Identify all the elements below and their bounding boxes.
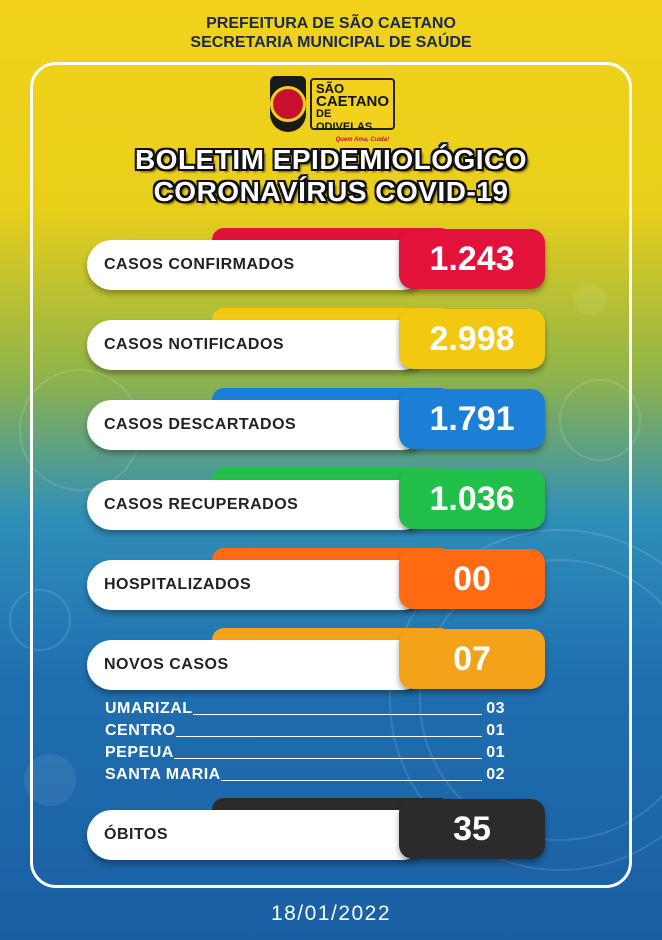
title-line-1: BOLETIM EPIDEMIOLÓGICO: [134, 144, 528, 175]
header: PREFEITURA DE SÃO CAETANO SECRETARIA MUN…: [0, 14, 662, 52]
header-department: SECRETARIA MUNICIPAL DE SAÚDE: [190, 34, 472, 51]
neighborhood-count: 01: [486, 744, 505, 761]
neighborhood-count: 02: [486, 766, 505, 783]
bulletin-date: 18/01/2022: [270, 902, 392, 925]
content-frame: [30, 62, 632, 888]
neighborhood-count: 03: [486, 700, 505, 717]
stat-value: 1.791: [399, 389, 545, 449]
stat-value: 07: [399, 629, 545, 689]
stat-row-obitos: ÓBITOS 35: [87, 798, 547, 862]
logo-name-bottom: DE ODIVELAS: [316, 108, 373, 133]
leader-line: [173, 742, 483, 759]
stat-label-pill: [87, 240, 427, 290]
stat-value: 1.243: [399, 229, 545, 289]
stat-row-novos-casos: NOVOS CASOS 07: [87, 628, 547, 692]
list-item: UMARIZAL 03: [105, 698, 505, 720]
stat-value: 1.036: [399, 469, 545, 529]
stat-label-pill: [87, 480, 427, 530]
leader-line: [220, 764, 483, 781]
neighborhood-name: PEPEUA: [105, 744, 174, 761]
logo-name-mid: CAETANO: [316, 93, 390, 110]
header-city: PREFEITURA DE SÃO CAETANO: [206, 15, 456, 32]
stat-row-confirmados: CASOS CONFIRMADOS 1.243: [87, 228, 547, 292]
stat-label-pill: [87, 810, 427, 860]
neighborhood-name: CENTRO: [105, 722, 176, 739]
logo-wordmark: SÃO CAETANO DE ODIVELAS Quem Ama, Cuida!: [310, 78, 396, 143]
leader-line: [192, 698, 483, 715]
stat-row-descartados: CASOS DESCARTADOS 1.791: [87, 388, 547, 452]
stat-label-pill: [87, 320, 427, 370]
list-item: CENTRO 01: [105, 720, 505, 742]
stat-label: NOVOS CASOS: [104, 656, 229, 673]
stat-label-pill: [87, 400, 427, 450]
stat-row-recuperados: CASOS RECUPERADOS 1.036: [87, 468, 547, 532]
neighborhood-name: UMARIZAL: [105, 700, 193, 717]
logo-name-top: SÃO: [316, 81, 345, 96]
stat-label: CASOS NOTIFICADOS: [104, 336, 285, 353]
stat-label: CASOS DESCARTADOS: [104, 416, 297, 433]
stat-label-pill: [87, 560, 427, 610]
neighborhood-list: UMARIZAL 03 CENTRO 01 PEPEUA 01 SANTA MA…: [105, 698, 505, 786]
leader-line: [175, 720, 483, 737]
bulletin-title: BOLETIM EPIDEMIOLÓGICO CORONAVÍRUS COVID…: [0, 144, 662, 208]
stat-value: 00: [399, 549, 545, 609]
neighborhood-count: 01: [486, 722, 505, 739]
stat-label-pill: [87, 640, 427, 690]
stat-label: CASOS RECUPERADOS: [104, 496, 299, 513]
neighborhood-name: SANTA MARIA: [105, 766, 221, 783]
stat-row-hospitalizados: HOSPITALIZADOS 00: [87, 548, 547, 612]
stat-value: 2.998: [399, 309, 545, 369]
list-item: SANTA MARIA 02: [105, 764, 505, 786]
title-line-2: CORONAVÍRUS COVID-19: [153, 176, 509, 207]
stat-label: CASOS CONFIRMADOS: [104, 256, 295, 273]
logo-slogan: Quem Ama, Cuida!: [335, 137, 390, 143]
list-item: PEPEUA 01: [105, 742, 505, 764]
stat-row-notificados: CASOS NOTIFICADOS 2.998: [87, 308, 547, 372]
stat-label: ÓBITOS: [104, 826, 169, 843]
coat-of-arms-icon: [270, 76, 306, 132]
city-logo: SÃO CAETANO DE ODIVELAS Quem Ama, Cuida!: [270, 74, 396, 143]
stat-label: HOSPITALIZADOS: [104, 576, 252, 593]
stat-value: 35: [399, 799, 545, 859]
